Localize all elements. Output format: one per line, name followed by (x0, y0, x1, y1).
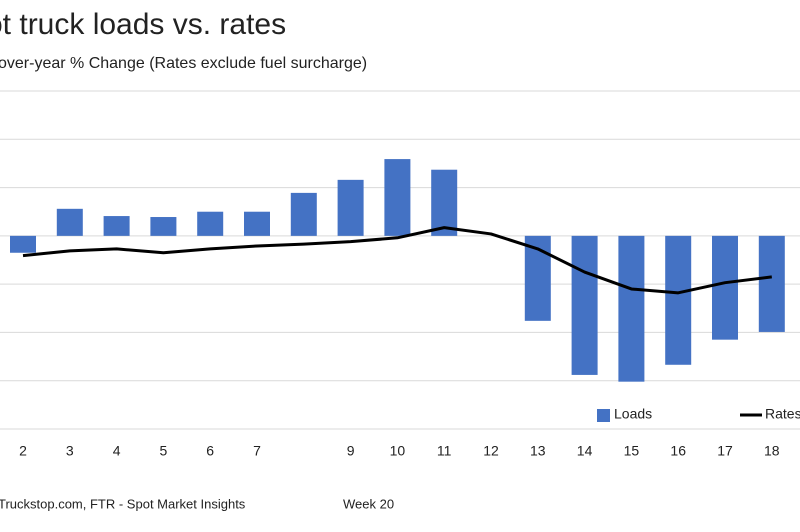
x-tick-label: 9 (347, 443, 355, 459)
bar (618, 235, 645, 382)
bar (103, 216, 130, 236)
x-tick-label: 4 (113, 443, 121, 459)
x-tick-label: 13 (530, 443, 546, 459)
legend-swatch (597, 409, 610, 422)
bar (712, 235, 738, 340)
x-tick-label: 6 (206, 443, 214, 459)
x-tick-label: 10 (390, 443, 406, 459)
x-tick-label: 14 (577, 443, 593, 459)
note: Week 20 (343, 496, 394, 511)
legend-label: Loads (614, 406, 652, 422)
source: Truckstop.com, FTR - Spot Market Insight… (0, 496, 246, 511)
x-tick-label: 11 (437, 443, 452, 459)
bar (290, 192, 317, 236)
x-tick-label: 16 (670, 443, 686, 459)
chart-subtitle: over-year % Change (Rates exclude fuel s… (0, 55, 367, 72)
x-tick-label: 2 (19, 443, 27, 459)
legend-label: Rates (765, 406, 800, 422)
chart-title: ot truck loads vs. rates (0, 8, 286, 41)
x-tick-label: 7 (253, 443, 261, 459)
bar (571, 235, 598, 375)
bar (384, 159, 411, 236)
x-tick-label: 5 (160, 443, 168, 459)
x-tick-label: 17 (717, 443, 733, 459)
bar (56, 208, 83, 236)
bar (431, 169, 458, 236)
x-tick-label: 18 (764, 443, 780, 459)
bar (150, 217, 177, 236)
x-tick-label: 12 (483, 443, 499, 459)
x-tick-label: 3 (66, 443, 74, 459)
line (22, 226, 772, 295)
bar (244, 211, 270, 236)
x-tick-label: 15 (624, 443, 640, 459)
bar (665, 235, 692, 365)
bar (758, 235, 785, 332)
bar (337, 179, 364, 236)
bar (10, 235, 36, 253)
bar (197, 211, 224, 236)
